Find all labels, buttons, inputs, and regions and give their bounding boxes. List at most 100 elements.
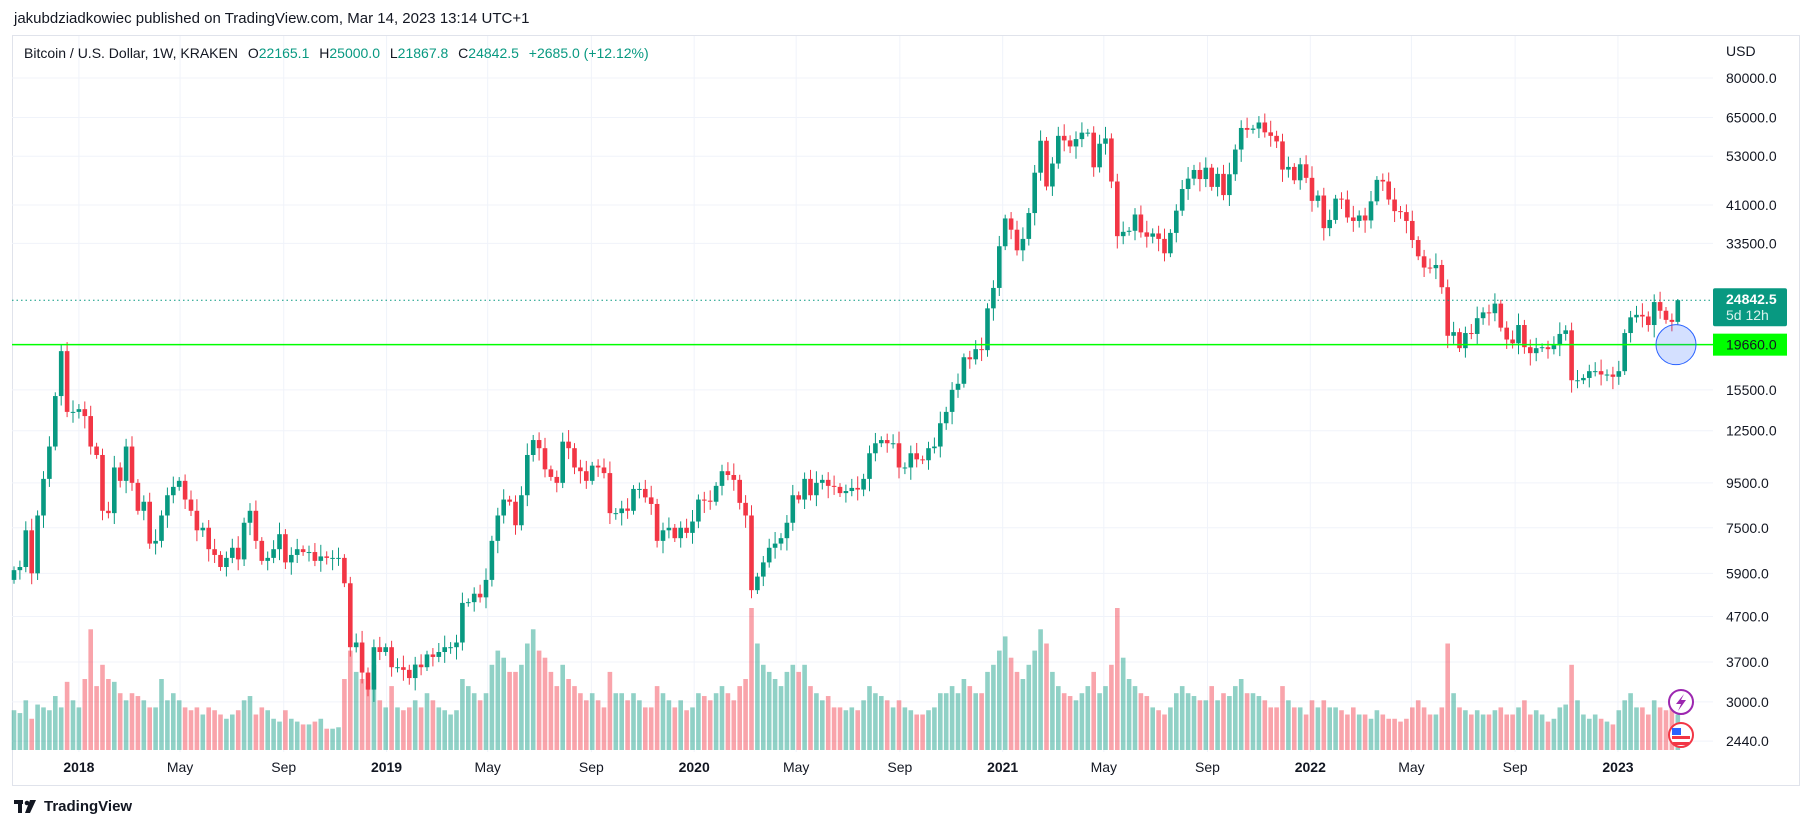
volume-bar [159,679,164,750]
volume-bar [1587,718,1592,750]
volume-bar [619,693,624,750]
candle-body [235,547,241,560]
candle-body [1286,166,1291,170]
candle-body [1663,310,1669,320]
candle-body [955,383,961,390]
candle-body [377,647,383,652]
volume-bar [1616,710,1622,750]
candle-body [802,478,807,500]
candle-body [330,557,335,559]
volume-bar [1404,718,1409,750]
volume-bar [1522,700,1527,750]
candle-body [820,479,825,483]
candle-body [1014,229,1020,251]
candle-body [719,471,725,486]
price-tick-label: 41000.0 [1726,197,1777,213]
candle-body [1421,256,1427,268]
candle-body [766,547,772,563]
volume-bar [902,707,908,750]
candle-body [1297,164,1303,181]
volume-bar [696,693,701,750]
open-value: 22165.1 [258,45,310,61]
volume-bar [908,710,914,750]
time-tick-label: 2020 [679,759,710,775]
candle-body [460,602,465,643]
candle-body [1044,140,1049,187]
candle-body [985,308,990,351]
candle-body [1215,173,1220,187]
volume-bar [867,686,872,750]
volume-bar [1427,714,1433,750]
time-tick-label: 2019 [371,759,402,775]
candle-body [684,527,689,533]
volume-bar [896,700,902,750]
volume-bar [1156,710,1161,750]
volume-bar [884,700,890,750]
candle-body [1262,122,1268,133]
candle-body [637,488,642,490]
time-tick-label: 2022 [1295,759,1326,775]
candle-body [979,349,984,351]
volume-bar [507,671,512,750]
volume-bar [737,686,742,750]
candle-body [241,522,247,560]
candle-body [1197,169,1203,180]
candle-body [1256,122,1262,129]
volume-bar [383,707,388,750]
candle-body [289,554,294,563]
candle-body [176,480,182,487]
volume-bar [761,664,766,750]
candle-body [1303,164,1309,178]
time-tick-label: Sep [1195,759,1220,775]
volume-bar [1132,686,1138,750]
candle-body [914,453,919,460]
volume-bar [448,714,453,750]
volume-bar [1504,714,1509,750]
volume-bar [1138,693,1144,750]
volume-bar [973,693,978,750]
candle-body [690,521,695,533]
candle-body [1522,325,1527,348]
candle-body [843,491,849,494]
volume-bar [106,679,111,750]
volume-bar [141,700,147,750]
candle-body [200,527,206,531]
lightning-icon-bolt [1676,694,1686,711]
volume-bar [625,700,630,750]
candle-body [194,510,200,531]
candle-body [17,567,23,571]
volume-bar [731,700,737,750]
volume-bar [914,714,919,750]
volume-bar [176,700,182,750]
candle-body [1480,312,1486,319]
candle-body [188,499,194,511]
candle-body [973,349,978,360]
candle-body [1150,233,1155,237]
candle-body [1132,214,1138,231]
volume-bar [743,679,748,750]
candle-body [778,538,784,544]
time-tick-label: May [474,759,500,775]
candle-body [1109,138,1114,182]
candle-body [436,651,442,657]
price-tick-label: 65000.0 [1726,109,1777,125]
volume-bar [294,721,300,750]
candle-body [35,515,40,574]
candle-body [1427,267,1433,269]
volume-bar [654,686,660,750]
candle-body [1356,215,1362,221]
candle-body [218,554,223,568]
volume-bar [1050,671,1055,750]
candle-body [495,515,501,541]
volume-bar [471,693,477,750]
tradingview-logo[interactable]: TradingView [14,798,132,815]
volume-bar [1191,696,1197,750]
volume-bar [1014,671,1020,750]
candle-body [761,562,766,577]
candle-body [1610,374,1616,377]
volume-bar [1533,710,1539,750]
candle-body [1439,264,1445,288]
volume-bar [200,714,206,750]
low-value: 21867.8 [397,45,449,61]
